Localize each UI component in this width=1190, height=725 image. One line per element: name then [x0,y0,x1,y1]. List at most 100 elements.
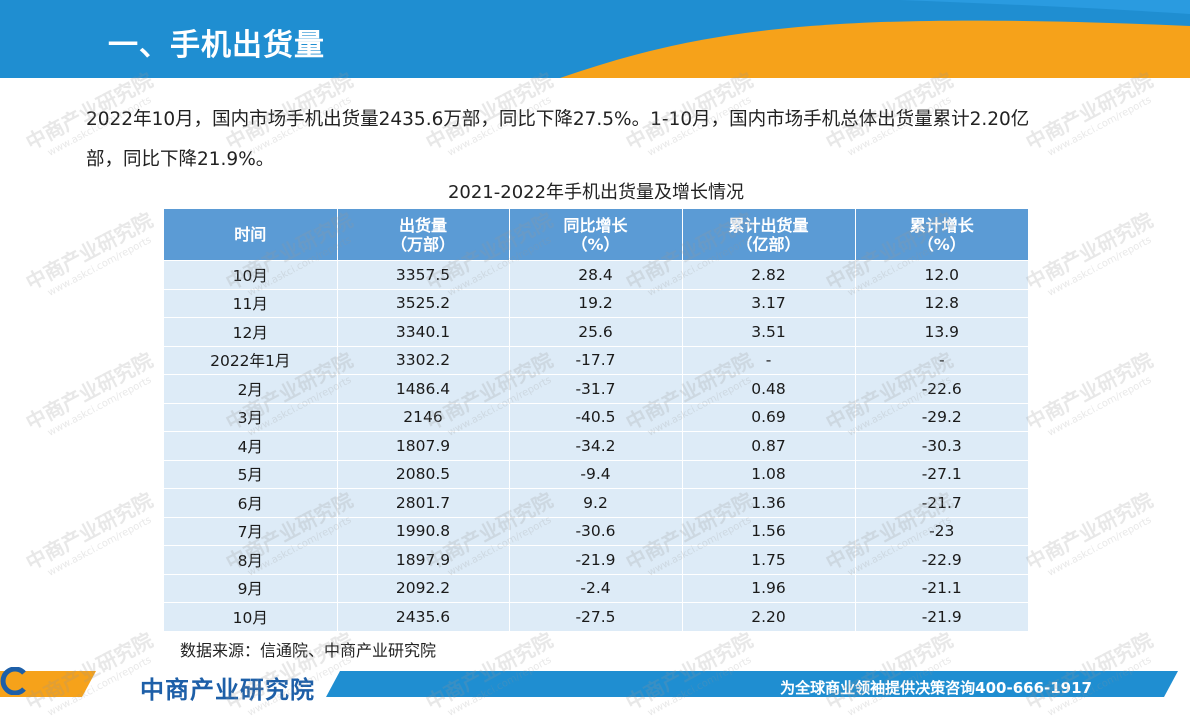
cell-cumulative-shipment: 3.51 [682,317,856,346]
cell-yoy-growth: -2.4 [509,573,683,603]
intro-line-2: 部，同比下降21.9%。 [86,149,275,170]
cell-cumulative-shipment: - [682,345,856,375]
cell-time: 4月 [164,431,338,460]
cell-time: 11月 [164,288,338,318]
shipment-table: 时间 出货量 （万部） 同比增长 （%） 累计出货量 （亿部） 累计增长 （%） [164,209,1028,631]
cell-cumulative-shipment: 3.17 [682,288,856,318]
cell-cumulative-shipment: 0.69 [682,402,856,432]
logo-icon [0,667,26,695]
table-row: 11月 3525.2 19.2 3.17 12.8 [164,288,1028,318]
cell-yoy-growth: -30.6 [509,516,683,546]
watermark-cn: 中商产业研究院 [1021,347,1157,435]
cell-cumulative-shipment: 1.56 [682,516,856,546]
intro-paragraph: 2022年10月，国内市场手机出货量2435.6万部，同比下降27.5%。1-1… [86,100,1116,180]
watermark-url: www.askci.com/reports [45,514,154,579]
cell-yoy-growth: -21.9 [509,545,683,574]
cell-cumulative-growth: -21.7 [855,488,1028,517]
cell-cumulative-growth: 13.9 [855,317,1028,346]
cell-cumulative-shipment: 1.08 [682,459,856,489]
cell-shipment: 2146 [337,402,510,432]
footer-slogan: 为全球商业领袖提供决策咨询400-666-1917 [780,679,1092,697]
cell-cumulative-shipment: 1.96 [682,573,856,603]
cell-shipment: 2435.6 [337,602,510,631]
cell-time: 5月 [164,459,338,489]
table-row: 9月 2092.2 -2.4 1.96 -21.1 [164,573,1028,603]
watermark-cn: 中商产业研究院 [21,487,157,575]
cell-cumulative-growth: -22.9 [855,545,1028,574]
header-shipment: 出货量 （万部） [337,209,510,261]
watermark-url: www.askci.com/reports [45,234,154,299]
cell-shipment: 2080.5 [337,459,510,489]
table-caption: 2021-2022年手机出货量及增长情况 [447,182,745,203]
cell-yoy-growth: -9.4 [509,459,683,489]
table-row: 4月 1807.9 -34.2 0.87 -30.3 [164,431,1028,460]
cell-cumulative-shipment: 2.82 [682,260,856,289]
table-header-row: 时间 出货量 （万部） 同比增长 （%） 累计出货量 （亿部） 累计增长 （%） [164,209,1028,261]
table-row: 10月 3357.5 28.4 2.82 12.0 [164,260,1028,289]
cell-time: 12月 [164,317,338,346]
table-row: 7月 1990.8 -30.6 1.56 -23 [164,516,1028,546]
watermark-cn: 中商产业研究院 [1021,207,1157,295]
header-yoy-growth: 同比增长 （%） [509,209,683,261]
watermark: 中商产业研究院 www.askci.com/reports [1020,344,1162,445]
table-row: 3月 2146 -40.5 0.69 -29.2 [164,402,1028,432]
cell-cumulative-growth: - [855,345,1028,375]
header-time: 时间 [164,209,338,261]
watermark: 中商产业研究院 www.askci.com/reports [20,484,162,585]
header-cumulative-shipment: 累计出货量 （亿部） [682,209,856,261]
watermark-url: www.askci.com/reports [45,374,154,439]
header-background [0,0,1190,78]
cell-cumulative-growth: -23 [855,516,1028,546]
table-row: 5月 2080.5 -9.4 1.08 -27.1 [164,459,1028,489]
watermark: 中商产业研究院 www.askci.com/reports [20,204,162,305]
cell-time: 7月 [164,516,338,546]
table-row: 2022年1月 3302.2 -17.7- - [164,345,1028,375]
footer-logo-text: 中商产业研究院 [140,676,315,704]
watermark-cn: 中商产业研究院 [21,207,157,295]
cell-cumulative-growth: -27.1 [855,459,1028,489]
cell-yoy-growth: -34.2 [509,431,683,460]
cell-yoy-growth: -40.5 [509,402,683,432]
header-cumulative-growth: 累计增长 （%） [855,209,1028,261]
cell-shipment: 1486.4 [337,374,510,403]
footer-bar: 中商产业研究院 为全球商业领袖提供决策咨询400-666-1917 [0,667,1190,707]
watermark-url: www.askci.com/reports [1045,514,1154,579]
cell-yoy-growth: 19.2 [509,288,683,318]
table-row: 12月 3340.1 25.6 3.51 13.9 [164,317,1028,346]
table-row: 2月 1486.4 -31.7 0.48 -22.6 [164,374,1028,403]
page-title: 一、手机出货量 [108,28,325,63]
cell-cumulative-shipment: 2.20 [682,602,856,631]
cell-time: 10月 [164,260,338,289]
cell-shipment: 1897.9 [337,545,510,574]
cell-shipment: 2092.2 [337,573,510,603]
cell-cumulative-shipment: 1.36 [682,488,856,517]
cell-time: 3月 [164,402,338,432]
cell-time: 6月 [164,488,338,517]
cell-yoy-growth: -17.7 [509,345,683,375]
table-row: 8月 1897.9 -21.9 1.75 -22.9 [164,545,1028,574]
watermark: 中商产业研究院 www.askci.com/reports [1020,484,1162,585]
cell-cumulative-shipment: 0.48 [682,374,856,403]
cell-time: 2022年1月 [164,345,338,375]
watermark: 中商产业研究院 www.askci.com/reports [1020,204,1162,305]
cell-yoy-growth: 9.2 [509,488,683,517]
watermark-url: www.askci.com/reports [1045,234,1154,299]
cell-shipment: 2801.7 [337,488,510,517]
cell-cumulative-growth: 12.8 [855,288,1028,318]
table-row: 10月 2435.6 -27.5 2.20 -21.9 [164,602,1028,631]
cell-cumulative-growth: -22.6 [855,374,1028,403]
cell-cumulative-growth: 12.0 [855,260,1028,289]
cell-yoy-growth: -31.7 [509,374,683,403]
cell-shipment: 3357.5 [337,260,510,289]
intro-line-1: 2022年10月，国内市场手机出货量2435.6万部，同比下降27.5%。1-1… [86,109,1030,130]
cell-time: 2月 [164,374,338,403]
cell-yoy-growth: -27.5 [509,602,683,631]
watermark: 中商产业研究院 www.askci.com/reports [20,344,162,445]
table-row: 6月 2801.7 9.2 1.36 -21.7 [164,488,1028,517]
watermark-cn: 中商产业研究院 [1021,487,1157,575]
cell-time: 8月 [164,545,338,574]
watermark-url: www.askci.com/reports [1045,374,1154,439]
cell-shipment: 3525.2 [337,288,510,318]
cell-shipment: 3340.1 [337,317,510,346]
cell-shipment: 1807.9 [337,431,510,460]
